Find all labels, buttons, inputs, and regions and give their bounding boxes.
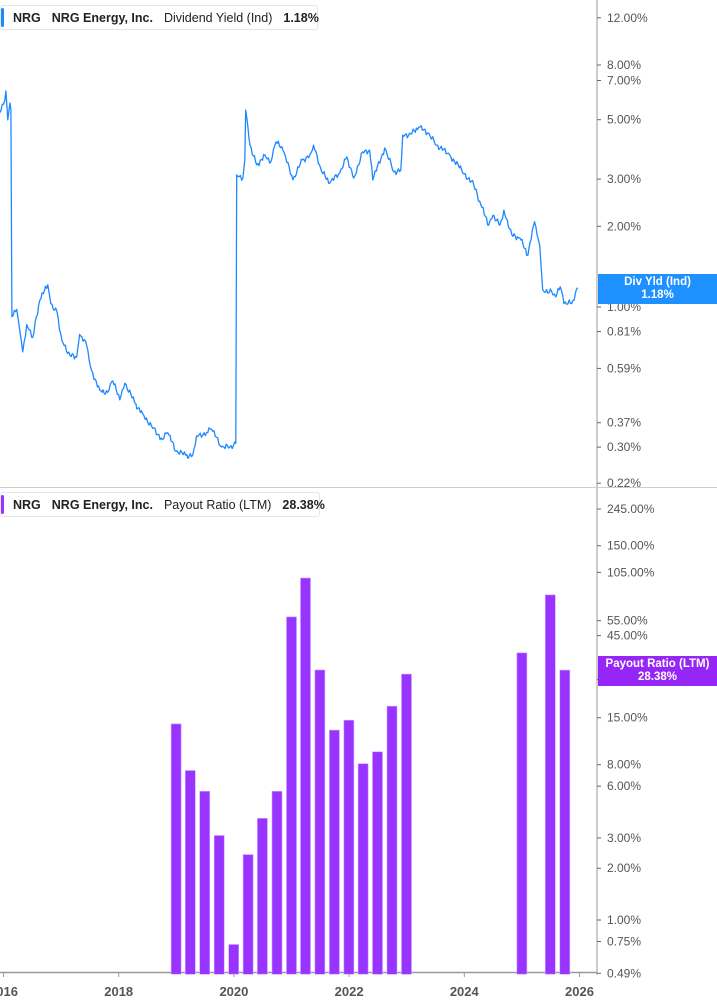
tag-label: Payout Ratio (LTM) bbox=[605, 658, 710, 670]
top-legend: NRG NRG Energy, Inc. Dividend Yield (Ind… bbox=[0, 5, 319, 30]
current-value-tag-payout-ratio: Payout Ratio (LTM) 28.38% bbox=[598, 656, 717, 686]
bottom-y-tick-label: 2.00% bbox=[607, 861, 641, 875]
top-y-tick-label: 0.37% bbox=[607, 416, 641, 430]
bottom-y-tick-label: 105.00% bbox=[607, 565, 655, 579]
top-y-tick-label: 12.00% bbox=[607, 11, 648, 25]
tag-label: Div Yld (Ind) bbox=[624, 276, 691, 288]
legend-company: NRG Energy, Inc. bbox=[51, 497, 153, 512]
bottom-y-tick-label: 245.00% bbox=[607, 502, 655, 516]
bottom-y-tick-label: 150.00% bbox=[607, 539, 655, 553]
x-tick-label: 2018 bbox=[104, 984, 133, 999]
top-y-tick-label: 8.00% bbox=[607, 58, 641, 72]
dividend-yield-line bbox=[0, 90, 579, 460]
legend-ticker: NRG bbox=[13, 497, 41, 512]
x-tick-label: 2016 bbox=[0, 984, 18, 999]
legend-value: 28.38% bbox=[282, 497, 325, 512]
top-y-tick-label: 2.00% bbox=[607, 219, 641, 233]
bottom-y-tick-label: 8.00% bbox=[607, 758, 641, 772]
tag-value: 28.38% bbox=[637, 671, 677, 683]
bottom-y-tick-label: 45.00% bbox=[607, 629, 648, 643]
x-tick-label: 2020 bbox=[219, 984, 248, 999]
x-tick-label: 2026 bbox=[565, 984, 594, 999]
bottom-y-tick-label: 6.00% bbox=[607, 779, 641, 793]
bottom-legend: NRG NRG Energy, Inc. Payout Ratio (LTM) … bbox=[0, 492, 325, 517]
payout-ratio-bar bbox=[314, 669, 326, 975]
legend-ticker: NRG bbox=[13, 10, 41, 25]
bottom-y-tick-label: 0.49% bbox=[607, 966, 641, 980]
legend-metric: Payout Ratio (LTM) bbox=[163, 497, 272, 512]
bottom-y-tick-label: 1.00% bbox=[607, 913, 641, 927]
legend-metric: Dividend Yield (Ind) bbox=[163, 10, 273, 25]
series-color-marker bbox=[1, 495, 4, 514]
payout-ratio-bar bbox=[242, 854, 254, 975]
series-color-marker bbox=[1, 8, 4, 27]
top-y-tick-label: 7.00% bbox=[607, 74, 641, 88]
top-y-tick-label: 0.59% bbox=[607, 361, 641, 375]
payout-ratio-bar bbox=[300, 577, 311, 975]
payout-ratio-bar bbox=[516, 652, 528, 975]
payout-ratio-bar bbox=[401, 673, 412, 975]
payout-ratio-bar bbox=[343, 719, 355, 975]
payout-ratio-bar bbox=[185, 770, 196, 975]
payout-ratio-bar bbox=[271, 790, 283, 975]
top-y-tick-label: 3.00% bbox=[607, 172, 641, 186]
payout-ratio-bar bbox=[329, 729, 340, 975]
payout-ratio-bar bbox=[544, 594, 556, 975]
payout-ratio-bar bbox=[170, 723, 182, 975]
payout-ratio-bar bbox=[386, 705, 398, 975]
bottom-y-tick-label: 3.00% bbox=[607, 831, 641, 845]
payout-ratio-bar bbox=[372, 751, 383, 975]
top-y-tick-label: 0.30% bbox=[607, 440, 641, 454]
payout-ratio-bar bbox=[257, 817, 268, 975]
top-y-tick-label: 0.22% bbox=[607, 476, 641, 490]
payout-ratio-bar bbox=[357, 763, 369, 975]
x-tick-label: 2022 bbox=[335, 984, 364, 999]
bottom-y-tick-label: 55.00% bbox=[607, 614, 648, 628]
legend-value: 1.18% bbox=[283, 10, 319, 25]
top-y-tick-label: 5.00% bbox=[607, 113, 641, 127]
payout-ratio-bar bbox=[559, 669, 571, 975]
tag-value: 1.18% bbox=[641, 289, 674, 301]
legend-company: NRG Energy, Inc. bbox=[51, 10, 153, 25]
bottom-y-tick-label: 15.00% bbox=[607, 711, 648, 725]
current-value-tag-dividend-yield: Div Yld (Ind) 1.18% bbox=[598, 274, 717, 304]
payout-ratio-bar bbox=[286, 616, 297, 975]
bottom-y-tick-label: 0.75% bbox=[607, 934, 641, 948]
payout-ratio-bar bbox=[199, 790, 210, 975]
top-y-tick-label: 0.81% bbox=[607, 325, 641, 339]
x-tick-label: 2024 bbox=[450, 984, 480, 999]
payout-ratio-bar bbox=[228, 944, 239, 975]
payout-ratio-bar bbox=[213, 835, 225, 975]
